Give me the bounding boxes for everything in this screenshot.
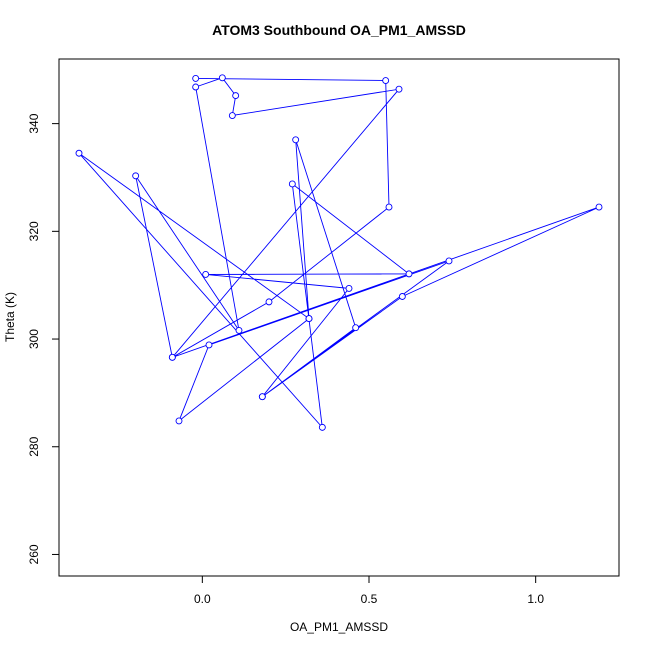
data-point: [385, 203, 393, 211]
data-point: [345, 284, 353, 292]
chart-title: ATOM3 Southbound OA_PM1_AMSSD: [212, 22, 466, 38]
data-point: [75, 149, 83, 157]
x-tick-label: 0.0: [194, 592, 211, 606]
data-point: [258, 393, 266, 401]
data-point: [398, 293, 406, 300]
data-point: [218, 74, 226, 82]
data-point: [352, 324, 360, 332]
data-point: [395, 85, 403, 93]
data-point: [235, 326, 243, 334]
y-tick-label: 280: [27, 436, 41, 456]
data-point: [228, 112, 236, 119]
y-tick-label: 260: [27, 544, 41, 564]
data-point: [175, 417, 183, 425]
data-point: [288, 180, 296, 188]
data-point: [405, 270, 413, 278]
x-tick-label: 1.0: [527, 592, 544, 606]
data-point: [265, 298, 273, 306]
data-point: [445, 257, 453, 265]
data-point: [305, 315, 313, 323]
y-tick-label: 320: [27, 221, 41, 241]
y-tick-label: 340: [27, 113, 41, 133]
series-line: [78, 77, 600, 429]
series-layer: [75, 74, 603, 431]
data-point: [382, 77, 390, 84]
y-axis-label: Theta (K): [3, 292, 17, 342]
data-point: [132, 172, 140, 180]
x-axis: 0.0 0.5 1.0: [194, 575, 544, 606]
data-point: [168, 353, 176, 361]
x-tick-label: 0.5: [361, 592, 378, 606]
x-axis-label: OA_PM1_AMSSD: [290, 620, 388, 634]
data-point: [595, 203, 603, 211]
y-axis: 260 280 300 320 340: [27, 113, 60, 564]
data-point: [192, 83, 200, 91]
data-point: [205, 341, 213, 349]
data-point: [192, 74, 200, 82]
y-tick-label: 300: [27, 329, 41, 349]
plot-area: [58, 58, 620, 577]
data-point: [202, 270, 210, 278]
data-point: [292, 136, 300, 144]
data-point: [318, 423, 326, 431]
data-point: [232, 92, 240, 100]
